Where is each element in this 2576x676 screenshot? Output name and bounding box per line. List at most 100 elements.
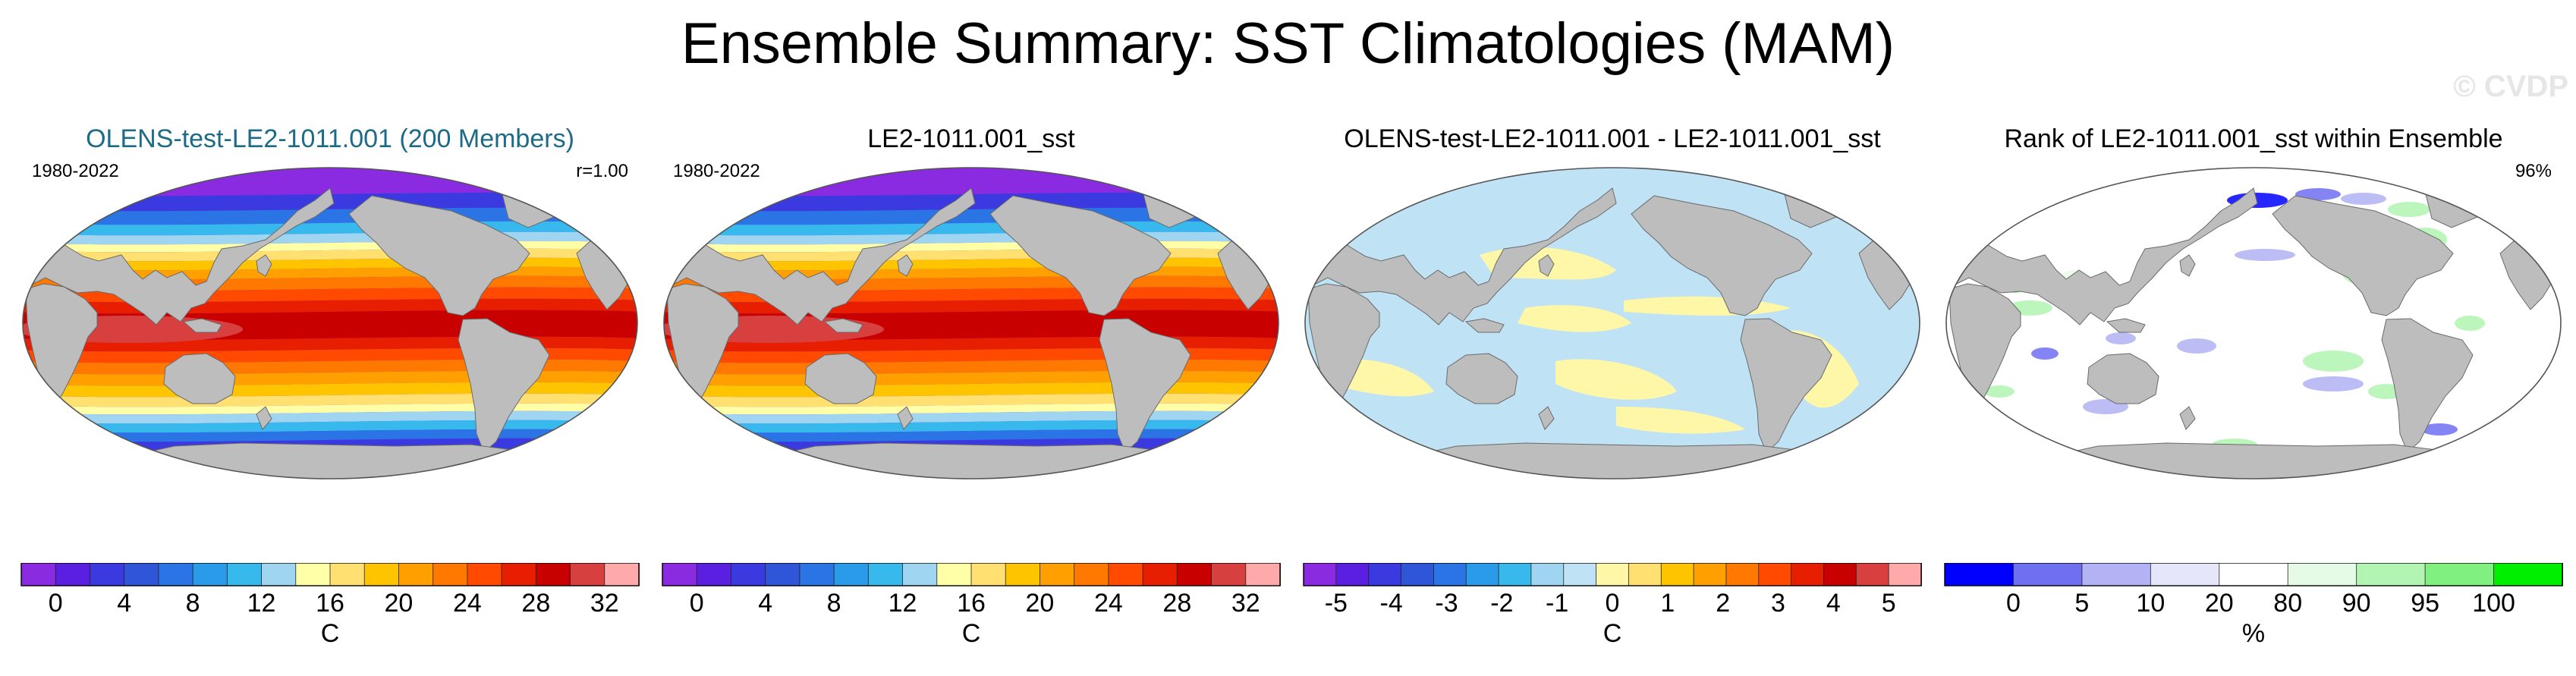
colorbar-swatch [295, 563, 331, 586]
colorbar-swatch [1401, 563, 1435, 586]
period-label: 1980-2022 [673, 161, 760, 181]
colorbar-swatch [2219, 563, 2289, 586]
land-uk-nz [897, 406, 914, 430]
land-australia [804, 353, 877, 404]
colorbar-swatch [1040, 563, 1075, 586]
rank-anomaly-cell [2303, 351, 2364, 372]
colorbar-tick-label: 4 [1826, 589, 1841, 618]
land-uk-nz [2179, 406, 2196, 430]
colorbar-swatch [2424, 563, 2495, 586]
panel-observation: LE2-1011.001_sst 1980-2022 0 4 8 12 16 20 24 28… [656, 114, 1286, 660]
panel-title: OLENS-test-LE2-1011.001 - LE2-1011.001_s… [1344, 124, 1881, 153]
colorbar-tick-label: -5 [1325, 589, 1348, 618]
colorbar-tick-label: 0 [2006, 589, 2021, 618]
colorbar-tick-label: -3 [1435, 589, 1458, 618]
cvdp-watermark: © CVDP [2453, 70, 2568, 103]
colorbar-swatch [833, 563, 870, 586]
land-north-america [989, 195, 1172, 316]
map-outline [22, 167, 638, 479]
colorbar-swatch [1823, 563, 1857, 586]
land-south-america [458, 318, 550, 453]
map-outline [1304, 167, 1920, 479]
colorbar-swatch [1944, 563, 2015, 586]
colorbar: 04812162024283236C [20, 563, 640, 648]
land-australia [2087, 353, 2159, 404]
land-indonesia [182, 318, 222, 333]
colorbar-swatch [765, 563, 800, 586]
land-north-america [348, 195, 530, 316]
colorbar-swatch [1758, 563, 1792, 586]
colorbar-unit-label: C [321, 619, 340, 648]
colorbar-tick-label: 1 [1660, 589, 1675, 618]
rank-anomaly-cell [2295, 188, 2341, 200]
colorbar-frame [20, 563, 640, 586]
colorbar-tick-label: 5 [1882, 589, 1896, 618]
colorbar-tick-label: 0 [1606, 589, 1620, 618]
panel-difference: OLENS-test-LE2-1011.001 - LE2-1011.001_s… [1297, 114, 1927, 660]
rank-anomaly-cell [2341, 193, 2386, 205]
colorbar-swatch [696, 563, 732, 586]
colorbar-swatch [731, 563, 766, 586]
colorbar-swatch [1335, 563, 1370, 586]
warm-pool-core [709, 323, 831, 335]
rank-anomaly-cell [2303, 376, 2364, 391]
panel-title: OLENS-test-LE2-1011.001 (200 Members) [86, 124, 574, 153]
colorbar-swatch [398, 563, 434, 586]
land-south-america [1740, 318, 1832, 453]
map-outline [663, 167, 1279, 479]
colorbar-swatch [1303, 563, 1337, 586]
land-australia [1445, 353, 1518, 404]
colorbar: 04812162024283236C [662, 563, 1281, 648]
rank-anomaly-cell [2421, 423, 2458, 435]
colorbar-frame [1303, 563, 1922, 586]
rank-anomaly-cell [2388, 202, 2430, 217]
colorbar-swatch [432, 563, 468, 586]
land-japan [1538, 254, 1555, 277]
colorbar-tick-label: 4 [117, 589, 131, 618]
colorbar-swatch [570, 563, 605, 586]
colorbar-tick-label: 8 [186, 589, 200, 618]
colorbar-swatch [1074, 563, 1109, 586]
rank-anomaly-cell [2455, 316, 2485, 331]
colorbar-tick-label: 16 [316, 589, 344, 618]
colorbar-tick-label: 24 [1094, 589, 1123, 618]
colorbar-unit-label: % [2242, 619, 2265, 648]
positive-difference-patch [1518, 305, 1631, 332]
warm-pool-core [68, 323, 190, 335]
rank-anomaly-cell [2177, 338, 2216, 354]
land-africa [25, 283, 98, 406]
land-africa [666, 283, 739, 406]
colorbar-tick-label: 20 [2205, 589, 2234, 618]
panel-ensemble-mean: OLENS-test-LE2-1011.001 (200 Members) 19… [15, 114, 645, 660]
land-north-america [1631, 195, 1813, 316]
difference-map [1304, 167, 1920, 479]
positive-difference-patch [1555, 359, 1677, 400]
colorbar-tick-label: 24 [453, 589, 482, 618]
rank-anomaly-cell [2235, 249, 2295, 261]
colorbar-swatch [2013, 563, 2083, 586]
colorbar-swatch [2356, 563, 2427, 586]
map-outline [1945, 167, 2562, 479]
colorbar-tick-label: 20 [1026, 589, 1055, 618]
colorbar-swatch [329, 563, 366, 586]
colorbar-swatch [936, 563, 972, 586]
land-australia [163, 353, 236, 404]
colorbar-swatch [2081, 563, 2152, 586]
colorbar-tick-label: 100 [2472, 589, 2515, 618]
colorbar-tick-label: 5 [2074, 589, 2089, 618]
colorbar-swatch [467, 563, 503, 586]
colorbar-swatch [867, 563, 904, 586]
colorbar-swatch [1693, 563, 1727, 586]
colorbar-swatch [1725, 563, 1760, 586]
rank-percent-label: 96% [2515, 161, 2552, 181]
land-africa [1307, 283, 1380, 406]
land-africa [1949, 283, 2021, 406]
colorbar-swatch [1888, 563, 1922, 586]
colorbar-swatch [1563, 563, 1597, 586]
land-south-america [2381, 318, 2474, 453]
land-north-america [2272, 195, 2454, 316]
colorbar-swatch [261, 563, 297, 586]
colorbar-tick-label: 90 [2342, 589, 2371, 618]
colorbar-swatch [970, 563, 1007, 586]
colorbar-swatch [1628, 563, 1662, 586]
